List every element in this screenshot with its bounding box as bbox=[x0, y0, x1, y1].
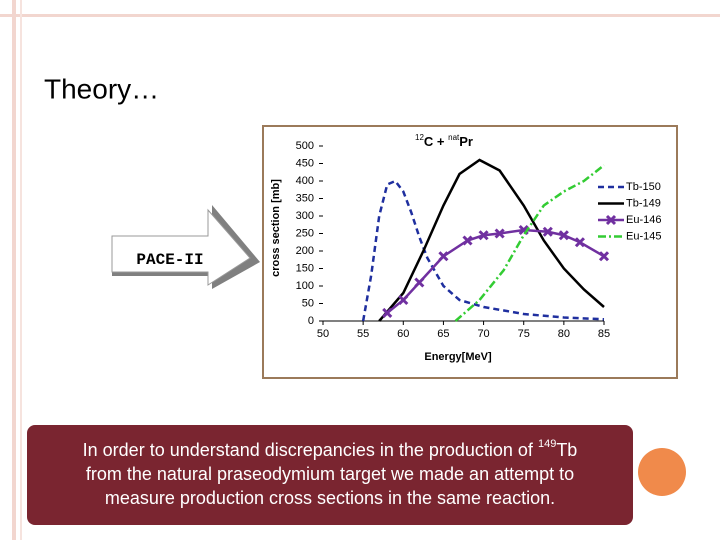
x-tick-label: 65 bbox=[437, 328, 449, 340]
border-top bbox=[0, 14, 720, 17]
y-tick-label: 350 bbox=[296, 192, 314, 204]
note-line: measure production cross sections in the… bbox=[105, 488, 555, 508]
legend-marker bbox=[605, 214, 617, 226]
x-tick-label: 50 bbox=[317, 328, 329, 340]
series-line bbox=[454, 164, 605, 322]
legend-label: Eu-145 bbox=[626, 230, 661, 242]
note-text: Tb bbox=[556, 440, 577, 460]
legend-label: Tb-149 bbox=[626, 197, 661, 209]
y-tick-label: 500 bbox=[296, 140, 314, 152]
legend-label: Eu-146 bbox=[626, 214, 661, 226]
marker bbox=[382, 307, 393, 319]
y-tick-label: 0 bbox=[308, 315, 314, 327]
slide-title: Theory… bbox=[44, 73, 159, 104]
legend-label: Tb-150 bbox=[626, 181, 661, 193]
marker bbox=[398, 294, 409, 306]
marker bbox=[494, 228, 505, 239]
title-sup: nat bbox=[448, 133, 460, 142]
x-tick-label: 55 bbox=[357, 328, 369, 340]
marker bbox=[598, 251, 610, 262]
marker bbox=[558, 230, 569, 241]
arrow-label: PACE-II bbox=[136, 251, 203, 269]
chart: 12C + natPr cross section [mb] Energy[MeV]… bbox=[270, 133, 662, 363]
y-tick-label: 400 bbox=[296, 175, 314, 187]
marker bbox=[478, 230, 489, 241]
y-tick-label: 300 bbox=[296, 210, 314, 222]
note-line: from the natural praseodymium target we … bbox=[86, 464, 574, 484]
y-tick-label: 150 bbox=[296, 262, 314, 274]
decor-circle bbox=[638, 448, 686, 496]
series-line bbox=[378, 158, 605, 322]
x-tick-label: 75 bbox=[518, 328, 530, 340]
x-tick-label: 60 bbox=[397, 328, 409, 340]
x-tick-label: 70 bbox=[477, 328, 489, 340]
title-text: Pr bbox=[459, 134, 473, 149]
note-text: In order to understand discrepancies in … bbox=[83, 440, 538, 460]
y-tick-label: 450 bbox=[296, 157, 314, 169]
note-line: In order to understand discrepancies in … bbox=[83, 438, 578, 460]
chart-frame bbox=[262, 125, 678, 379]
y-tick-label: 50 bbox=[302, 297, 314, 309]
arrow-outline bbox=[111, 208, 251, 286]
y-axis-label: cross section [mb] bbox=[270, 179, 282, 277]
x-tick-label: 80 bbox=[558, 328, 570, 340]
y-tick-label: 250 bbox=[296, 227, 314, 239]
marker bbox=[414, 277, 425, 288]
marker bbox=[438, 251, 449, 262]
note-box bbox=[27, 425, 633, 525]
border-left-inner bbox=[20, 0, 22, 540]
note-sup: 149 bbox=[538, 438, 556, 450]
title-text: C + bbox=[424, 134, 448, 149]
y-tick-label: 100 bbox=[296, 280, 314, 292]
marker bbox=[462, 235, 473, 246]
marker bbox=[542, 226, 553, 237]
y-tick-label: 200 bbox=[296, 245, 314, 257]
border-left bbox=[12, 0, 16, 540]
x-tick-label: 85 bbox=[598, 328, 610, 340]
marker bbox=[574, 237, 585, 248]
x-axis-label: Energy[MeV] bbox=[424, 351, 492, 363]
chart-title: 12C + natPr bbox=[415, 133, 473, 149]
title-sup: 12 bbox=[415, 133, 424, 142]
